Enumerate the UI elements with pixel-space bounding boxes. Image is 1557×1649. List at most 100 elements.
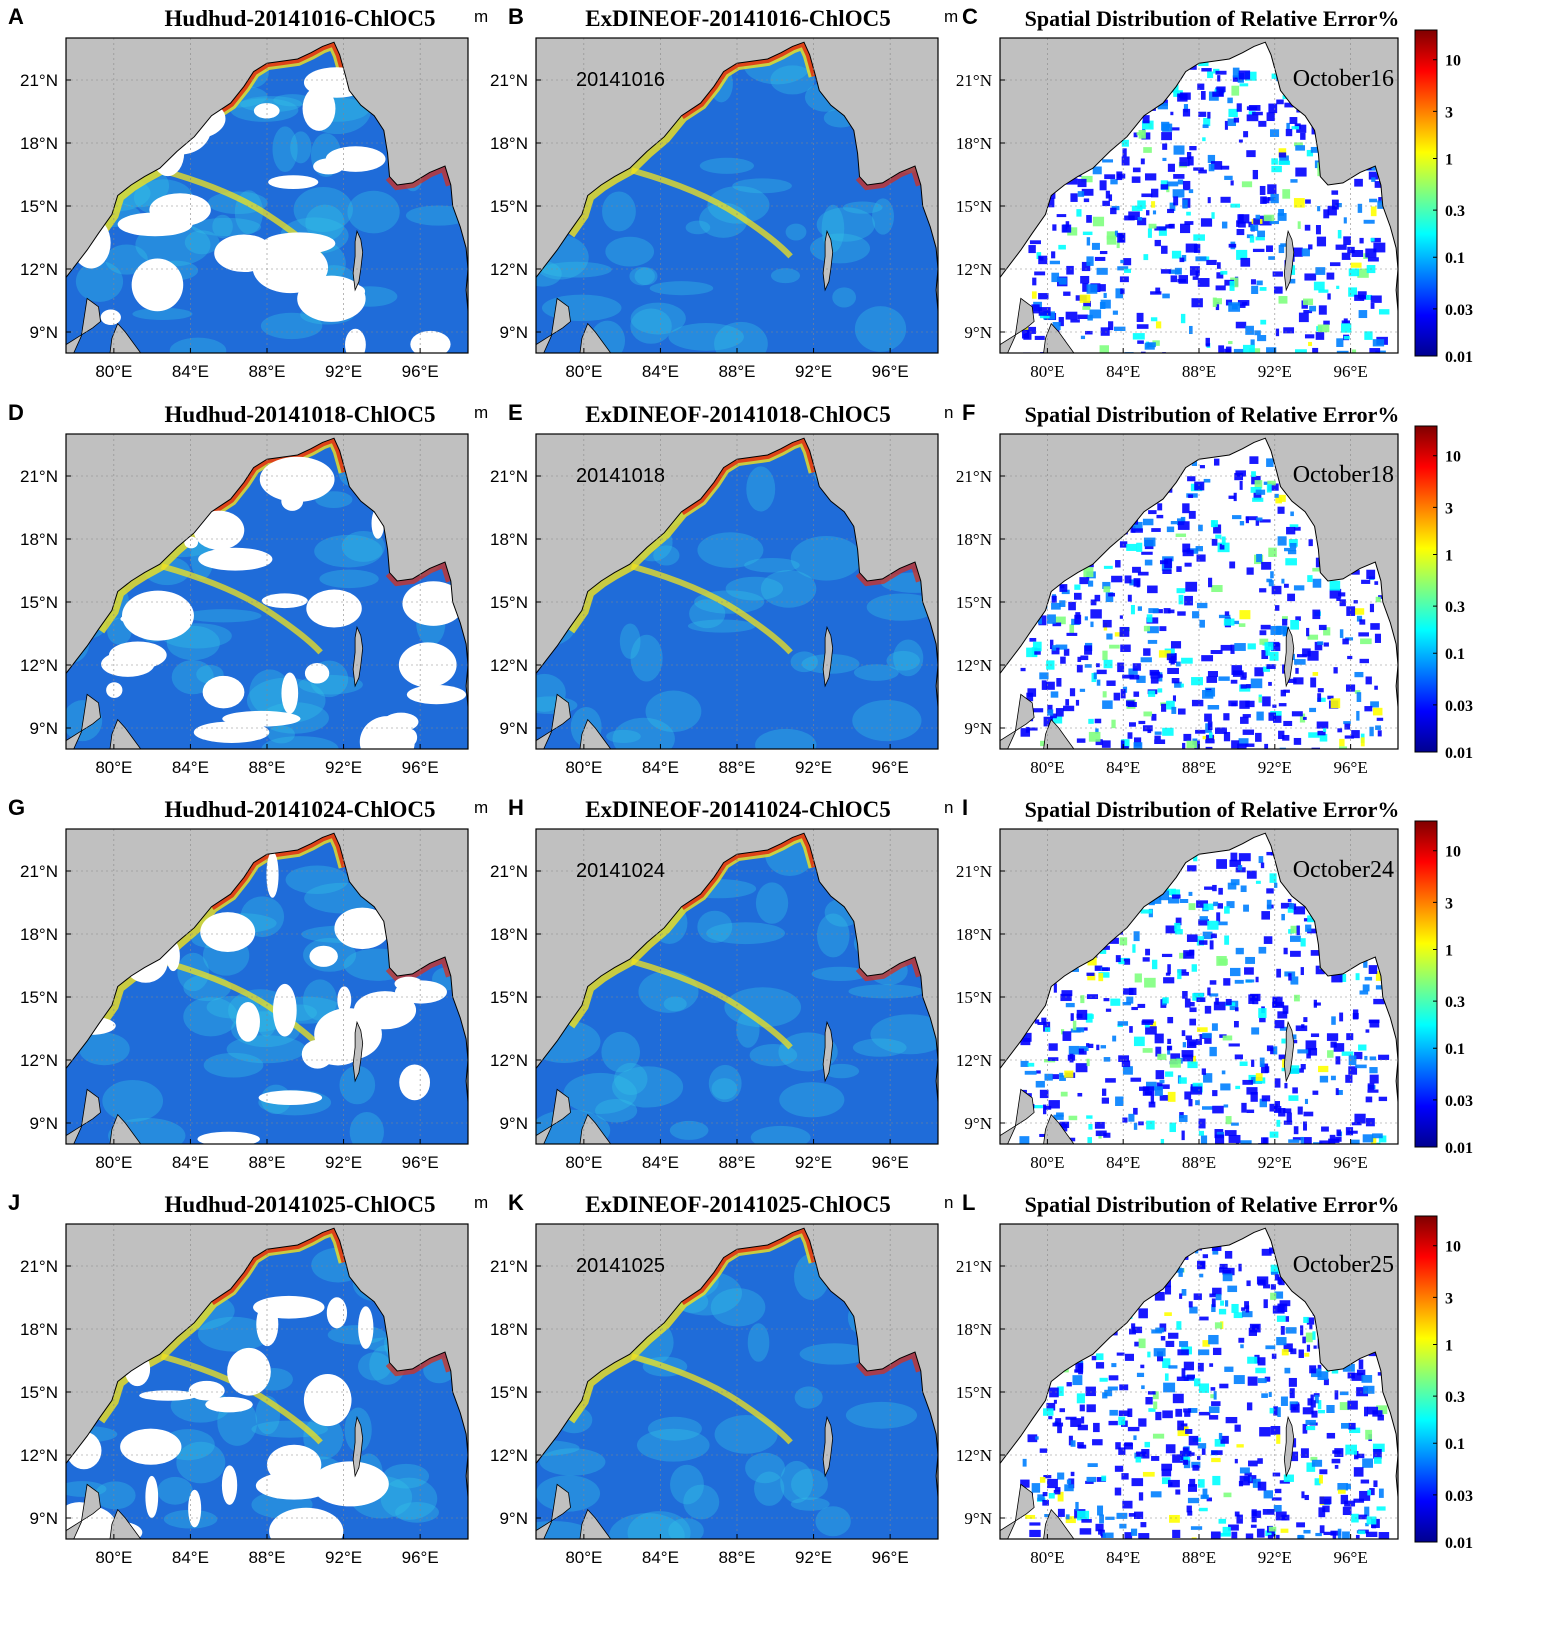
colorbar-tick-label: 10 [1445,844,1461,861]
lon-tick-label: 80°E [1030,758,1064,777]
date-label: October25 [1293,1252,1394,1278]
lat-tick-label: 21°N [956,467,992,486]
panel-letter: I [962,795,968,820]
lon-tick-label: 84°E [172,1548,209,1567]
colorbar-tick-label: 0.1 [1445,250,1465,267]
colorbar-tick-label: 0.1 [1445,1041,1465,1058]
panel-letter: B [508,4,524,29]
ocean-field [66,438,468,749]
map-panel-e: 21°N 18°N 15°N 12°N 9°N 80°E 84°E 88°E 92°E 96°E [490,433,939,777]
panel-title: ExDINEOF-20141025-ChlOC5 [585,1192,890,1217]
lon-tick-label: 92°E [325,1153,362,1172]
lat-tick-label: 9°N [499,719,528,738]
lon-tick-label: 84°E [1106,362,1140,381]
lat-tick-label: 15°N [20,1383,58,1402]
map-panel-f: 21°N 18°N 15°N 12°N 9°N 80°E 84°E 88°E 92°E 96°E [956,433,1399,777]
lat-tick-label: 21°N [20,71,58,90]
clipped-label: m [474,798,488,817]
lon-tick-label: 96°E [402,758,439,777]
lat-tick-label: 15°N [20,197,58,216]
lon-tick-label: 80°E [1030,362,1064,381]
colorbar-tick-label: 0.03 [1445,302,1473,319]
lon-tick-label: 84°E [642,1548,679,1567]
ocean-field [536,42,938,353]
lat-tick-label: 21°N [20,467,58,486]
lat-tick-label: 18°N [20,530,58,549]
lat-tick-label: 9°N [499,323,528,342]
colorbar: 10 3 1 0.3 0.1 0.03 0.01 [1414,820,1473,1157]
lon-tick-label: 84°E [642,758,679,777]
date-label: 20141024 [576,860,665,882]
lon-tick-label: 92°E [325,1548,362,1567]
date-label: October24 [1293,857,1394,883]
lat-tick-label: 12°N [490,1051,528,1070]
panel-letter: E [508,400,523,425]
map-panel-a: 21°N 18°N 15°N 12°N 9°N 80°E 84°E 88°E 92°E 96°E [20,37,469,381]
lat-tick-label: 21°N [490,862,528,881]
date-label: 20141025 [576,1255,665,1277]
lat-tick-label: 15°N [490,1383,528,1402]
colorbar-tick-label: 0.3 [1445,599,1465,616]
ocean-field [536,833,938,1144]
lat-tick-label: 12°N [956,656,992,675]
lat-tick-label: 9°N [964,323,992,342]
coastline [536,832,938,1144]
lat-tick-label: 21°N [490,1257,528,1276]
lon-tick-label: 96°E [1334,1153,1368,1172]
lat-tick-label: 12°N [20,656,58,675]
clipped-label: m [944,7,958,26]
clipped-label: m [474,403,488,422]
lat-tick-label: 18°N [490,134,528,153]
panel-letter: K [508,1190,524,1215]
lon-tick-label: 80°E [95,362,132,381]
lat-tick-label: 21°N [20,862,58,881]
clipped-label: m [474,7,488,26]
date-label: October18 [1293,462,1394,488]
lat-tick-label: 21°N [490,467,528,486]
lon-tick-label: 92°E [1258,1153,1292,1172]
ocean-field [1000,42,1398,353]
ocean-field [536,438,938,749]
colorbar-tick-label: 1 [1445,942,1453,959]
lat-tick-label: 15°N [20,593,58,612]
colorbar: 10 3 1 0.3 0.1 0.03 0.01 [1414,29,1473,366]
lon-tick-label: 80°E [565,1153,602,1172]
colorbar: 10 3 1 0.3 0.1 0.03 0.01 [1414,425,1473,762]
lat-tick-label: 15°N [490,988,528,1007]
lat-tick-label: 9°N [499,1509,528,1528]
panel-letter: F [962,400,975,425]
panel-title: Spatial Distribution of Relative Error% [1025,6,1400,31]
lon-tick-label: 84°E [642,1153,679,1172]
lon-tick-label: 92°E [1258,362,1292,381]
lon-tick-label: 88°E [1182,1548,1216,1567]
lat-tick-label: 18°N [490,1320,528,1339]
colorbar: 10 3 1 0.3 0.1 0.03 0.01 [1414,1215,1473,1552]
panel-letter: H [508,795,524,820]
lon-tick-label: 84°E [172,1153,209,1172]
colorbar-tick-label: 1 [1445,547,1453,564]
lat-tick-label: 18°N [20,134,58,153]
lat-tick-label: 15°N [956,197,992,216]
lon-tick-label: 84°E [1106,1548,1140,1567]
lon-tick-label: 88°E [1182,1153,1216,1172]
lat-tick-label: 18°N [490,530,528,549]
colorbar-tick-label: 0.03 [1445,698,1473,715]
ocean-field [536,1228,938,1539]
lon-tick-label: 92°E [1258,758,1292,777]
colorbar-tick-label: 0.01 [1445,1140,1473,1157]
clipped-label: n [944,798,953,817]
coastline [66,832,468,1144]
lon-tick-label: 84°E [172,362,209,381]
date-label: October16 [1293,66,1394,92]
panel-title: Spatial Distribution of Relative Error% [1025,797,1400,822]
lat-tick-label: 9°N [29,719,58,738]
lon-tick-label: 88°E [248,1548,285,1567]
lat-tick-label: 9°N [29,323,58,342]
panel-title: Hudhud-20141018-ChlOC5 [165,402,436,427]
map-panel-h: 21°N 18°N 15°N 12°N 9°N 80°E 84°E 88°E 92°E 96°E [490,828,939,1172]
colorbar-tick-label: 0.3 [1445,203,1465,220]
lat-tick-label: 18°N [956,925,992,944]
lon-tick-label: 92°E [325,362,362,381]
lon-tick-label: 96°E [402,1548,439,1567]
